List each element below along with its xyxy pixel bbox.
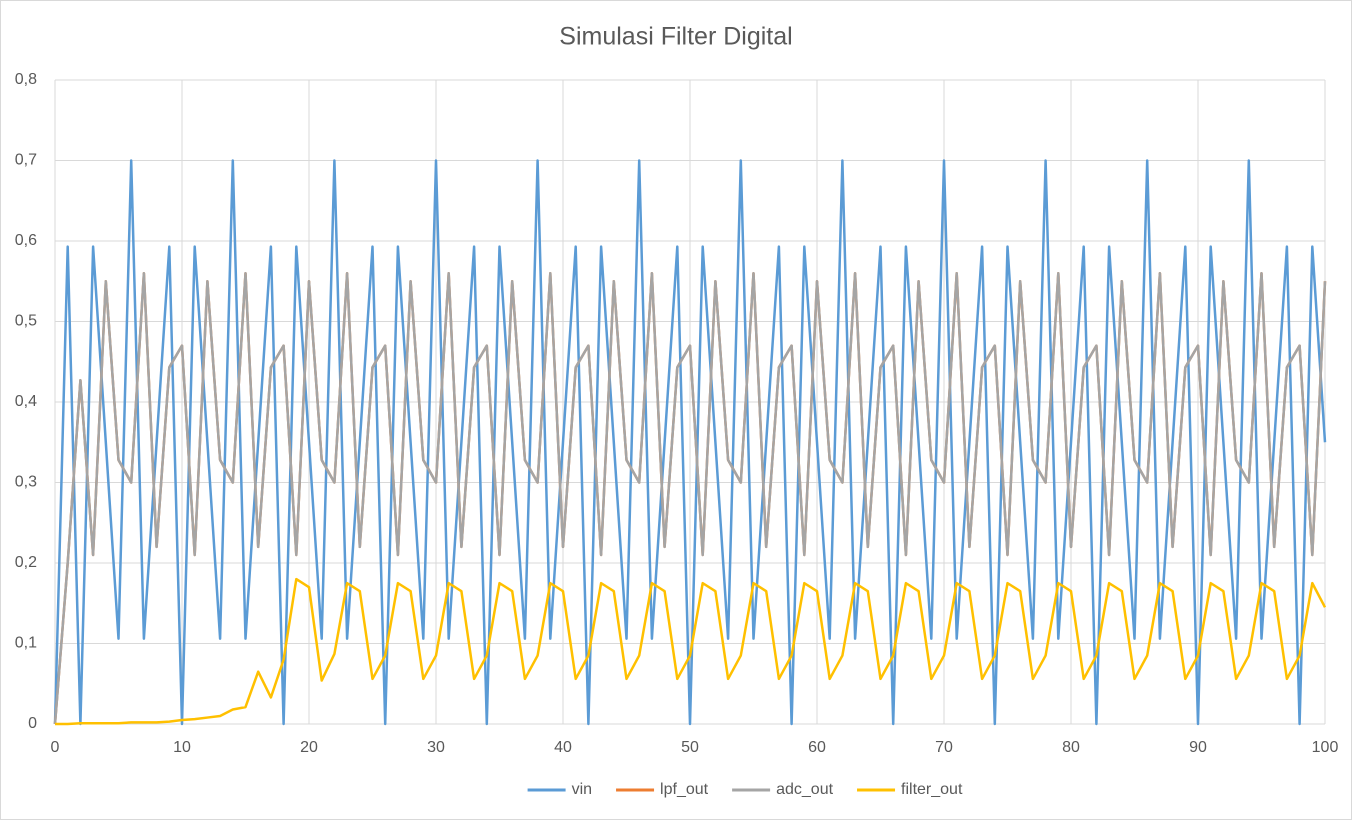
series-line xyxy=(53,159,1327,726)
x-tick-label: 60 xyxy=(808,739,826,756)
y-tick-label: 0,7 xyxy=(15,152,37,169)
series-line xyxy=(53,271,1327,725)
x-tick-label: 30 xyxy=(427,739,445,756)
legend-label: adc_out xyxy=(776,781,833,798)
y-tick-label: 0,8 xyxy=(15,71,37,88)
series-line xyxy=(55,577,1327,726)
x-tick-label: 40 xyxy=(554,739,572,756)
x-tick-label: 100 xyxy=(1312,739,1339,756)
x-tick-label: 90 xyxy=(1189,739,1207,756)
y-tick-label: 0,3 xyxy=(15,474,37,491)
x-tick-label: 80 xyxy=(1062,739,1080,756)
x-tick-label: 50 xyxy=(681,739,699,756)
x-tick-label: 10 xyxy=(173,739,191,756)
x-tick-label: 0 xyxy=(51,739,60,756)
y-tick-label: 0,6 xyxy=(15,232,37,249)
y-tick-label: 0,2 xyxy=(15,554,37,571)
y-tick-label: 0 xyxy=(28,715,37,732)
legend-label: lpf_out xyxy=(660,781,709,798)
x-tick-label: 20 xyxy=(300,739,318,756)
y-tick-label: 0,4 xyxy=(15,393,37,410)
y-tick-label: 0,5 xyxy=(15,313,37,330)
y-tick-label: 0,1 xyxy=(15,635,37,652)
legend-label: vin xyxy=(572,781,592,798)
chart-title: Simulasi Filter Digital xyxy=(559,23,792,51)
legend-label: filter_out xyxy=(901,781,963,798)
x-tick-label: 70 xyxy=(935,739,953,756)
